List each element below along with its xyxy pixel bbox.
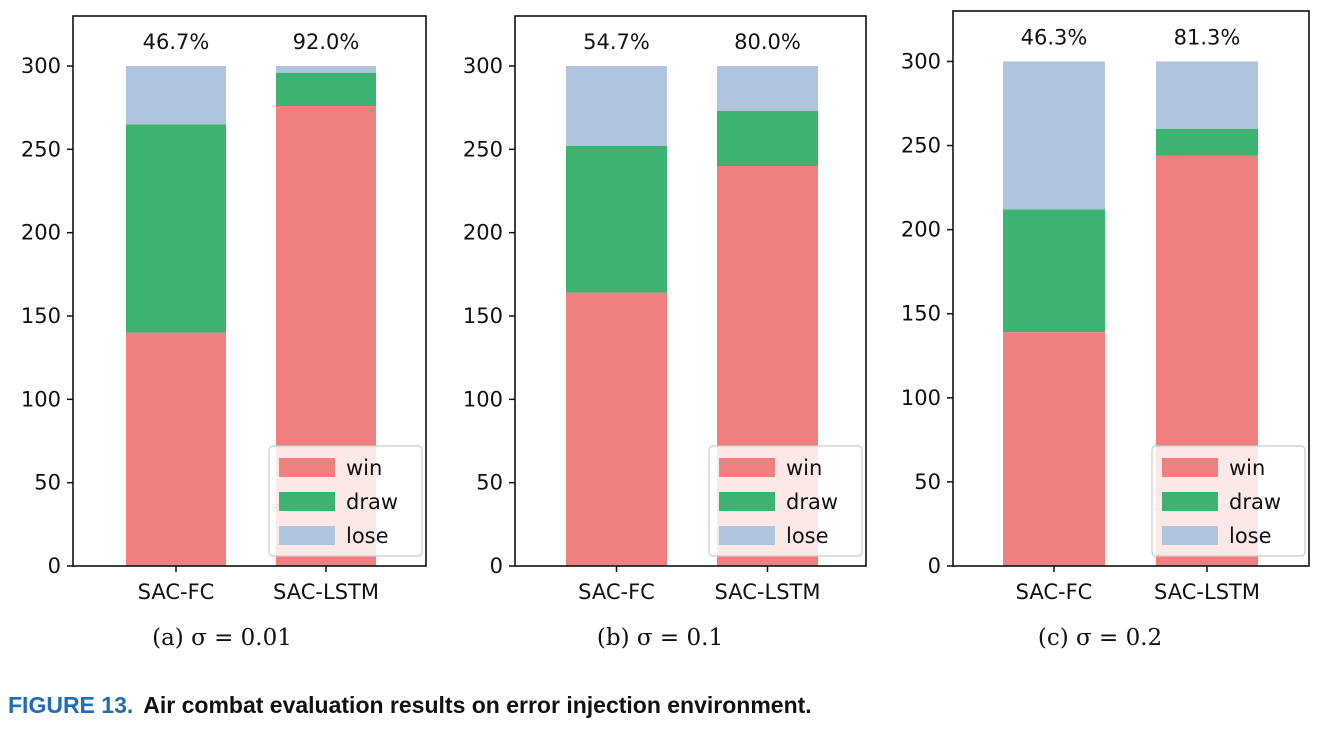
y-tick-label: 200 (21, 221, 61, 245)
bar-lose-sac-lstm (1156, 61, 1258, 129)
figure-caption-text: Air combat evaluation results on error i… (143, 692, 812, 718)
bar-lose-sac-lstm (717, 66, 818, 111)
legend-swatch-lose (279, 526, 335, 545)
subfigure-caption: (c) σ = 0.2 (1038, 625, 1162, 651)
y-tick-label: 100 (901, 386, 941, 410)
bar-draw-sac-fc (126, 124, 226, 333)
bar-lose-sac-lstm (276, 66, 376, 73)
win-rate-label: 46.7% (143, 30, 210, 54)
plot-frame (72, 15, 427, 567)
x-tick-label: SAC-LSTM (715, 580, 821, 604)
subfigure-caption: (b) σ = 0.1 (597, 625, 723, 651)
win-rate-label: 46.3% (1021, 25, 1088, 49)
y-tick-label: 250 (901, 134, 941, 158)
y-tick-label: 150 (463, 304, 503, 328)
chart-panel-1: 46.7% SAC-FC 92.0% SAC-LSTM 0 50 100 150 200 250 3… (21, 15, 427, 651)
legend-swatch-win (719, 458, 775, 477)
bar-draw-sac-fc (566, 146, 667, 293)
y-tick-label: 100 (21, 387, 61, 411)
legend-label-draw: draw (786, 490, 838, 514)
x-tick-label: SAC-LSTM (1154, 580, 1260, 604)
legend-label-win: win (1229, 456, 1265, 480)
y-tick-label: 150 (901, 302, 941, 326)
y-tick-label: 200 (463, 221, 503, 245)
legend-swatch-draw (1162, 492, 1218, 511)
legend-swatch-draw (279, 492, 335, 511)
y-tick-label: 50 (34, 471, 61, 495)
y-tick-label: 250 (463, 137, 503, 161)
legend-swatch-win (279, 458, 335, 477)
legend-label-draw: draw (1229, 490, 1281, 514)
y-tick-label: 150 (21, 304, 61, 328)
bar-draw-sac-lstm (276, 72, 376, 106)
figure-caption: FIGURE 13. Air combat evaluation results … (8, 692, 812, 719)
y-tick-label: 0 (928, 554, 941, 578)
figure-number: FIGURE 13. (8, 692, 134, 718)
y-tick-label: 100 (463, 387, 503, 411)
bar-lose-sac-fc (126, 66, 226, 125)
y-tick-label: 300 (463, 54, 503, 78)
y-tick-label: 50 (476, 471, 503, 495)
subfigure-caption: (a) σ = 0.01 (152, 625, 292, 651)
plot-frame (514, 15, 867, 567)
plot-frame (952, 10, 1310, 567)
win-rate-label: 54.7% (583, 30, 650, 54)
chart-panel-3: 46.3% SAC-FC 81.3% SAC-LSTM 0 50 100 150 200 250 3… (901, 10, 1310, 651)
y-tick-label: 50 (914, 470, 941, 494)
legend-label-lose: lose (786, 524, 829, 548)
legend-swatch-win (1162, 458, 1218, 477)
y-tick-label: 300 (901, 49, 941, 73)
y-tick-label: 0 (48, 554, 61, 578)
legend-label-win: win (786, 456, 822, 480)
legend-swatch-lose (1162, 526, 1218, 545)
legend: win draw lose (708, 445, 863, 557)
x-tick-label: SAC-FC (138, 580, 215, 604)
bar-win-sac-fc (126, 332, 226, 566)
legend-label-lose: lose (1229, 524, 1272, 548)
bar-draw-sac-lstm (1156, 128, 1258, 156)
x-tick-label: SAC-FC (578, 580, 655, 604)
legend-swatch-draw (719, 492, 775, 511)
y-tick-label: 250 (21, 137, 61, 161)
win-rate-label: 80.0% (734, 30, 801, 54)
bar-win-sac-fc (1003, 332, 1105, 566)
legend-label-draw: draw (346, 490, 398, 514)
y-tick-label: 200 (901, 218, 941, 242)
legend: win draw lose (1151, 445, 1306, 557)
win-rate-label: 81.3% (1174, 25, 1241, 49)
legend: win draw lose (268, 445, 423, 557)
legend-label-win: win (346, 456, 382, 480)
legend-swatch-lose (719, 526, 775, 545)
bar-lose-sac-fc (566, 66, 667, 146)
bar-draw-sac-lstm (717, 111, 818, 166)
win-rate-label: 92.0% (293, 30, 360, 54)
x-tick-label: SAC-FC (1016, 580, 1093, 604)
chart-panel-2: 54.7% SAC-FC 80.0% SAC-LSTM 0 50 100 150 200 250 3… (463, 15, 867, 651)
bar-draw-sac-fc (1003, 209, 1105, 333)
y-tick-label: 300 (21, 54, 61, 78)
bar-win-sac-fc (566, 292, 667, 566)
legend-label-lose: lose (346, 524, 389, 548)
x-tick-label: SAC-LSTM (273, 580, 379, 604)
bar-lose-sac-fc (1003, 61, 1105, 210)
y-tick-label: 0 (490, 554, 503, 578)
